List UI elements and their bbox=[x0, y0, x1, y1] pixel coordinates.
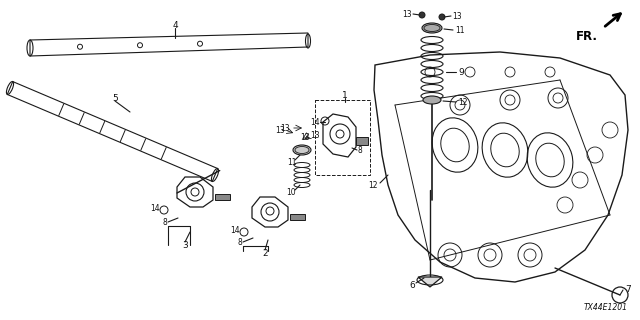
Text: 13: 13 bbox=[275, 125, 285, 134]
Text: 12: 12 bbox=[369, 180, 378, 189]
Polygon shape bbox=[215, 194, 230, 200]
Text: 13: 13 bbox=[280, 124, 290, 132]
Text: 13: 13 bbox=[310, 131, 319, 140]
Text: 9: 9 bbox=[458, 68, 464, 76]
Circle shape bbox=[439, 14, 445, 20]
Text: 6: 6 bbox=[409, 281, 415, 290]
Text: 8: 8 bbox=[163, 218, 168, 227]
Text: 13: 13 bbox=[452, 12, 461, 20]
Text: 10: 10 bbox=[286, 188, 296, 196]
Circle shape bbox=[419, 12, 425, 18]
Text: 8: 8 bbox=[237, 237, 243, 246]
Text: 13: 13 bbox=[403, 10, 412, 19]
Text: FR.: FR. bbox=[576, 30, 598, 43]
Text: 5: 5 bbox=[112, 93, 118, 102]
Text: 13: 13 bbox=[300, 132, 310, 141]
Polygon shape bbox=[356, 137, 368, 145]
Text: 14: 14 bbox=[150, 204, 160, 212]
Polygon shape bbox=[290, 214, 305, 220]
Ellipse shape bbox=[423, 96, 441, 104]
Text: 7: 7 bbox=[625, 285, 631, 294]
Text: 14: 14 bbox=[230, 226, 240, 235]
Polygon shape bbox=[418, 277, 442, 287]
Text: 3: 3 bbox=[182, 241, 188, 250]
Text: 4: 4 bbox=[172, 20, 178, 29]
Text: 11: 11 bbox=[455, 26, 465, 35]
Ellipse shape bbox=[422, 23, 442, 33]
Text: 11: 11 bbox=[287, 157, 297, 166]
Text: 2: 2 bbox=[262, 249, 268, 258]
Text: TX44E1201: TX44E1201 bbox=[584, 303, 628, 312]
Text: 14: 14 bbox=[310, 117, 320, 126]
Text: 8: 8 bbox=[358, 146, 362, 155]
Ellipse shape bbox=[293, 145, 311, 155]
Text: 1: 1 bbox=[342, 91, 348, 100]
Text: 12: 12 bbox=[458, 98, 467, 107]
